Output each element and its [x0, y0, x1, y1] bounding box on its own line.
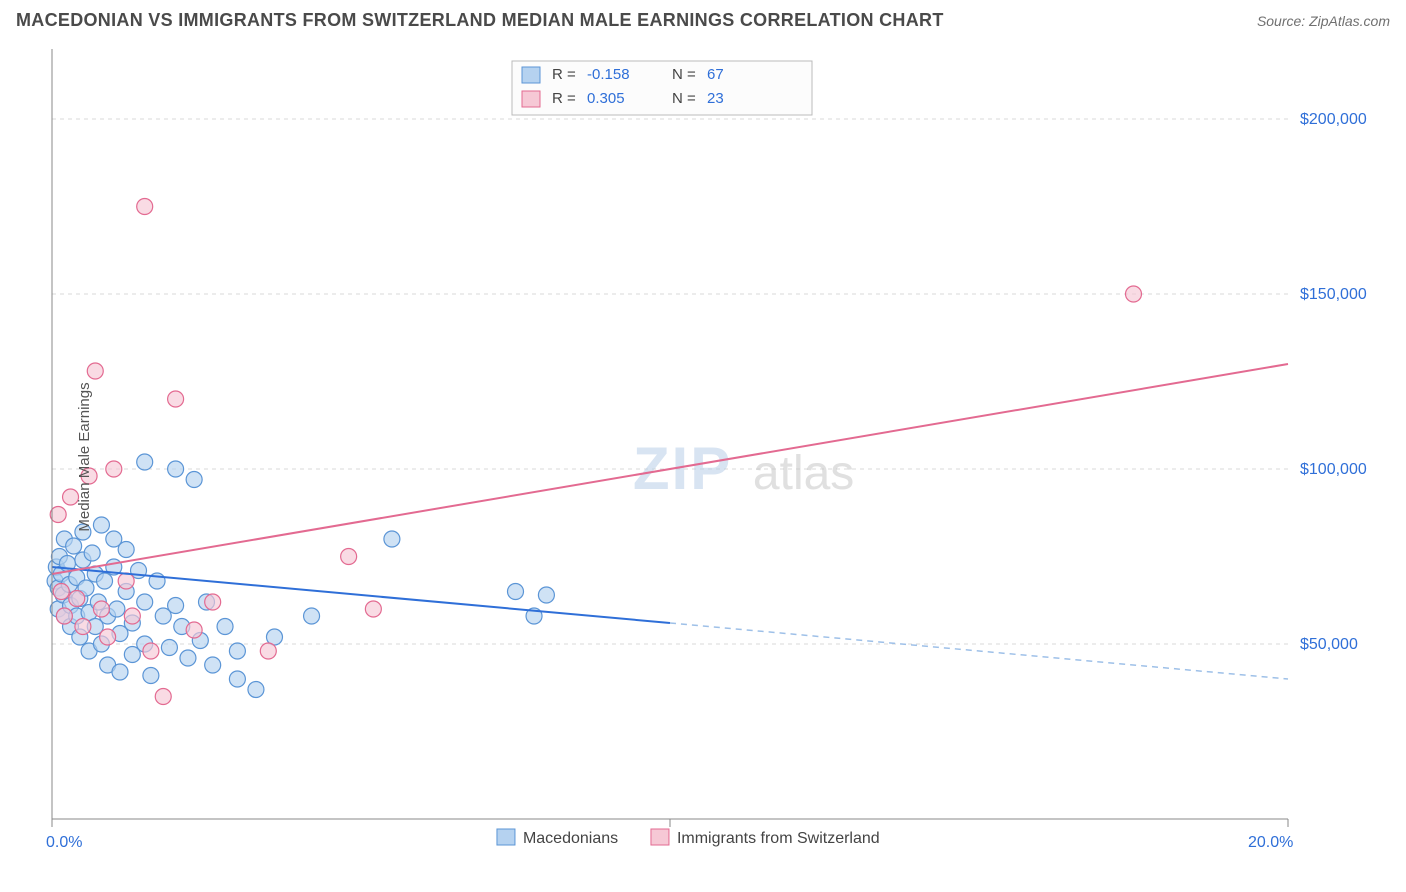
watermark: ZIP — [633, 435, 732, 502]
watermark: atlas — [753, 447, 854, 500]
data-point — [1126, 286, 1142, 302]
data-point — [56, 608, 72, 624]
legend-swatch — [522, 67, 540, 83]
data-point — [248, 682, 264, 698]
data-point — [143, 643, 159, 659]
data-point — [137, 454, 153, 470]
scatter-chart: $50,000 $100,000 $150,000 $200,000 ZIP atlas 0… — [0, 37, 1406, 877]
data-point — [84, 545, 100, 561]
chart-title: MACEDONIAN VS IMMIGRANTS FROM SWITZERLAN… — [16, 10, 944, 31]
data-point — [304, 608, 320, 624]
data-point — [143, 668, 159, 684]
y-axis-label: Median Male Earnings — [76, 382, 93, 531]
chart-area: Median Male Earnings $50,000 $100,000 $150… — [0, 37, 1406, 877]
data-point — [186, 472, 202, 488]
data-point — [365, 601, 381, 617]
legend-n-label: N = — [672, 90, 696, 107]
data-point — [66, 538, 82, 554]
legend-r-value: 0.305 — [587, 90, 625, 107]
legend-n-label: N = — [672, 66, 696, 83]
legend-r-value: -0.158 — [587, 66, 630, 83]
data-point — [87, 363, 103, 379]
legend-swatch — [651, 829, 669, 845]
x-tick-label: 0.0% — [46, 834, 82, 851]
y-tick-label: $200,000 — [1300, 111, 1367, 128]
chart-header: MACEDONIAN VS IMMIGRANTS FROM SWITZERLAN… — [0, 0, 1406, 37]
data-point — [93, 601, 109, 617]
legend-n-value: 23 — [707, 90, 724, 107]
data-point — [168, 598, 184, 614]
data-point — [50, 507, 66, 523]
data-point — [69, 591, 85, 607]
data-point — [106, 461, 122, 477]
data-point — [229, 671, 245, 687]
data-point — [75, 619, 91, 635]
data-point — [508, 584, 524, 600]
data-point — [384, 531, 400, 547]
legend-r-label: R = — [552, 66, 576, 83]
data-point — [205, 657, 221, 673]
data-point — [186, 622, 202, 638]
y-tick-label: $150,000 — [1300, 286, 1367, 303]
data-point — [100, 629, 116, 645]
trend-line-extrapolated — [670, 623, 1288, 679]
y-tick-label: $100,000 — [1300, 461, 1367, 478]
data-point — [155, 689, 171, 705]
data-point — [180, 650, 196, 666]
y-tick-label: $50,000 — [1300, 636, 1358, 653]
data-point — [97, 573, 113, 589]
data-point — [112, 664, 128, 680]
legend-r-label: R = — [552, 90, 576, 107]
data-point — [53, 584, 69, 600]
data-point — [118, 542, 134, 558]
data-point — [229, 643, 245, 659]
data-point — [341, 549, 357, 565]
data-point — [137, 594, 153, 610]
legend-n-value: 67 — [707, 66, 724, 83]
chart-source: Source: ZipAtlas.com — [1257, 13, 1390, 29]
legend-series-label: Macedonians — [523, 830, 618, 847]
legend-series-label: Immigrants from Switzerland — [677, 830, 880, 847]
data-point — [161, 640, 177, 656]
data-point — [124, 608, 140, 624]
data-point — [118, 573, 134, 589]
legend-swatch — [522, 91, 540, 107]
data-point — [260, 643, 276, 659]
x-tick-label: 20.0% — [1248, 834, 1293, 851]
data-point — [93, 517, 109, 533]
data-point — [137, 199, 153, 215]
data-point — [168, 461, 184, 477]
data-point — [217, 619, 233, 635]
data-point — [168, 391, 184, 407]
data-point — [205, 594, 221, 610]
data-point — [109, 601, 125, 617]
data-point — [538, 587, 554, 603]
legend-swatch — [497, 829, 515, 845]
